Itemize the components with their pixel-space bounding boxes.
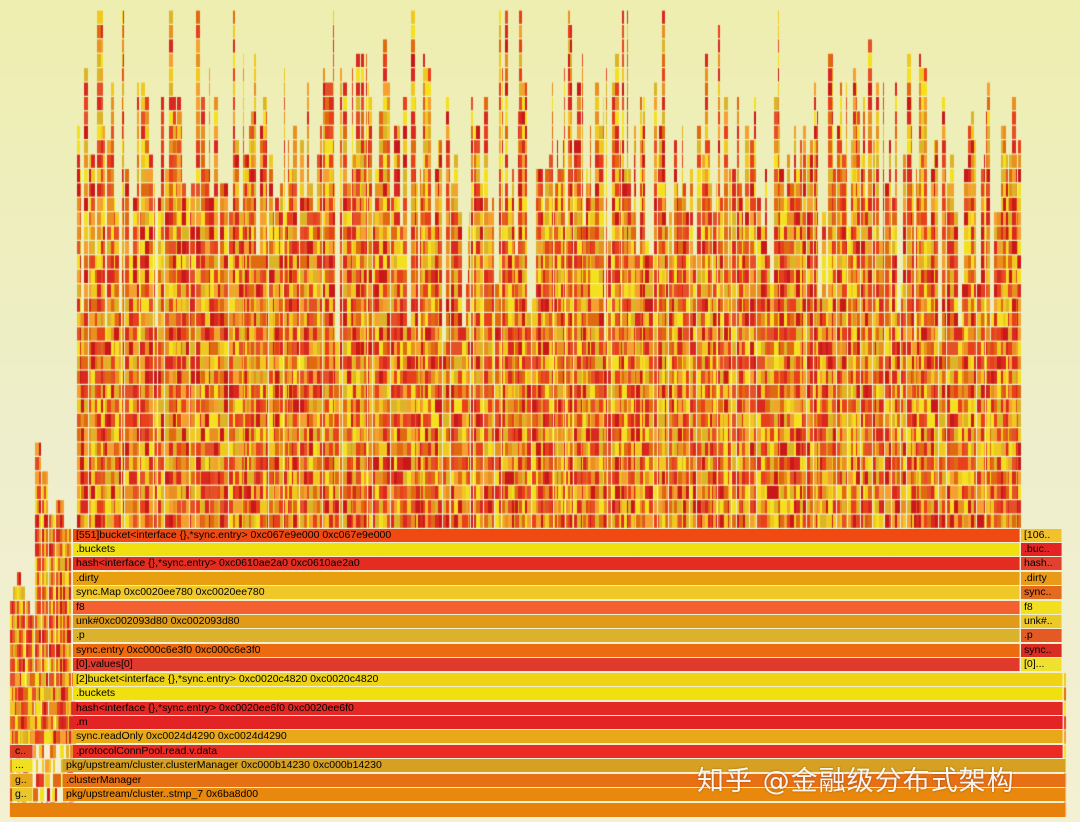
side-frame-buckets[interactable]: .buc..	[1021, 543, 1062, 556]
frame-label: hash<interface {},*sync.entry> 0xc0610ae…	[76, 557, 360, 569]
side-frame-p[interactable]: .p	[1021, 629, 1062, 642]
frame-label: sync..	[1024, 586, 1052, 598]
frame-label: g..	[15, 774, 27, 786]
frame-label: .protocolConnPool.read.v.data	[76, 745, 218, 757]
frame-label: sync..	[1024, 644, 1052, 656]
frame-label: .buckets	[76, 687, 116, 699]
frame-label: .dirty	[76, 572, 99, 584]
frame-buckets[interactable]: .buckets	[73, 543, 1020, 556]
frame-cluster-manager-field[interactable]: .clusterManager	[63, 774, 1066, 787]
frame-label: .p	[76, 629, 85, 641]
frame-p[interactable]: .p	[73, 629, 1020, 642]
frame-hash[interactable]: hash<interface {},*sync.entry> 0xc0610ae…	[73, 557, 1020, 570]
frame-protocol-conn-pool[interactable]: .protocolConnPool.read.v.data	[73, 745, 1063, 758]
frame-root[interactable]	[10, 803, 1066, 817]
side-frame-dirty[interactable]: .dirty	[1021, 572, 1062, 585]
frame-label: .m	[76, 716, 88, 728]
frame-label: [2]bucket<interface {},*sync.entry> 0xc0…	[76, 673, 379, 685]
frame-label: c..	[15, 745, 27, 757]
frame-cluster-stmp[interactable]: pkg/upstream/cluster..stmp_7 0x6ba8d00	[63, 788, 1066, 801]
frame-label: .p	[1024, 629, 1033, 641]
frame-dirty[interactable]: .dirty	[73, 572, 1020, 585]
frame-label: [0].values[0]	[76, 658, 133, 670]
frame-label: [551]bucket<interface {},*sync.entry> 0x…	[76, 529, 392, 541]
frame-label: g..	[15, 788, 27, 800]
frame-label: pkg/upstream/cluster.clusterManager 0xc0…	[66, 759, 382, 771]
frame-bucket-551[interactable]: [551]bucket<interface {},*sync.entry> 0x…	[73, 529, 1020, 542]
side-frame-bucket[interactable]: [106..	[1021, 529, 1062, 542]
frame-label: unk#..	[1024, 615, 1053, 627]
side-frame-sync-map[interactable]: sync..	[1021, 586, 1062, 599]
frame-buckets-2[interactable]: .buckets	[73, 687, 1063, 700]
frame-label: sync.entry 0xc000c6e3f0 0xc000c6e3f0	[76, 644, 261, 656]
frame-cluster-manager[interactable]: pkg/upstream/cluster.clusterManager 0xc0…	[63, 759, 1066, 772]
left-frame-g2[interactable]: g..	[12, 788, 33, 801]
frame-sync-map[interactable]: sync.Map 0xc0020ee780 0xc0020ee780	[73, 586, 1020, 599]
frame-label: pkg/upstream/cluster..stmp_7 0x6ba8d00	[66, 788, 259, 800]
frame-label: sync.readOnly 0xc0024d4290 0xc0024d4290	[76, 730, 287, 742]
frame-label: .buckets	[76, 543, 116, 555]
frame-label: .clusterManager	[66, 774, 142, 786]
side-frame-f8[interactable]: f8	[1021, 601, 1062, 614]
side-frame-unk[interactable]: unk#..	[1021, 615, 1062, 628]
side-frame-sync-entry[interactable]: sync..	[1021, 644, 1062, 657]
left-frame-c[interactable]: c..	[12, 745, 33, 758]
frame-label: hash..	[1024, 557, 1053, 569]
watermark: 知乎 @金融级分布式架构	[697, 766, 1015, 797]
frame-label: .buc..	[1024, 543, 1050, 555]
frame-f8[interactable]: f8	[73, 601, 1020, 614]
frame-label: sync.Map 0xc0020ee780 0xc0020ee780	[76, 586, 265, 598]
frame-values[interactable]: [0].values[0]	[73, 658, 1020, 671]
frame-label: f8	[76, 601, 85, 613]
frame-label: .dirty	[1024, 572, 1047, 584]
frame-label: hash<interface {},*sync.entry> 0xc0020ee…	[76, 702, 354, 714]
frame-label: unk#0xc002093d80 0xc002093d80	[76, 615, 240, 627]
frame-sync-entry[interactable]: sync.entry 0xc000c6e3f0 0xc000c6e3f0	[73, 644, 1020, 657]
frame-bucket-2[interactable]: [2]bucket<interface {},*sync.entry> 0xc0…	[73, 673, 1063, 686]
left-frame-g1[interactable]: g..	[12, 774, 33, 787]
frame-label: [106..	[1024, 529, 1051, 541]
side-frame-hash[interactable]: hash..	[1021, 557, 1062, 570]
side-frame-values[interactable]: [0]...	[1021, 658, 1062, 671]
frame-label: f8	[1024, 601, 1033, 613]
frame-sync-readonly[interactable]: sync.readOnly 0xc0024d4290 0xc0024d4290	[73, 730, 1063, 743]
frame-label: [0]...	[1024, 658, 1045, 670]
frame-label: ...	[15, 759, 24, 771]
left-frame-ellipsis[interactable]: ...	[12, 759, 33, 772]
frame-hash-2[interactable]: hash<interface {},*sync.entry> 0xc0020ee…	[73, 702, 1063, 715]
frame-unk[interactable]: unk#0xc002093d80 0xc002093d80	[73, 615, 1020, 628]
frame-m[interactable]: .m	[73, 716, 1063, 729]
